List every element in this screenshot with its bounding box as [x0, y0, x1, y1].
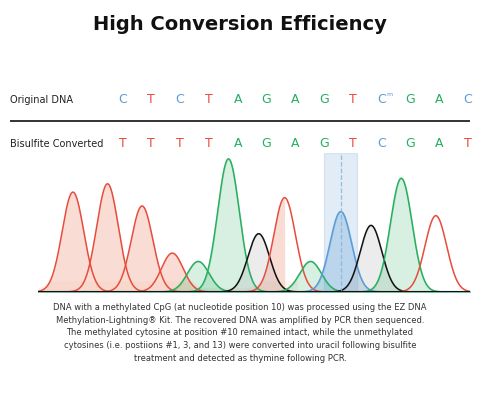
- Text: A: A: [435, 93, 444, 106]
- Text: A: A: [291, 137, 300, 150]
- Text: T: T: [205, 137, 213, 150]
- Text: C: C: [464, 93, 472, 106]
- Text: G: G: [319, 137, 329, 150]
- Bar: [324, 153, 357, 292]
- Text: G: G: [319, 93, 329, 106]
- Text: T: T: [205, 93, 213, 106]
- Text: G: G: [262, 93, 271, 106]
- Text: T: T: [147, 93, 155, 106]
- Text: m: m: [386, 92, 392, 97]
- Text: A: A: [435, 137, 444, 150]
- Text: T: T: [147, 137, 155, 150]
- Text: A: A: [233, 93, 242, 106]
- Text: A: A: [291, 93, 300, 106]
- Text: Bisulfite Converted: Bisulfite Converted: [10, 139, 103, 149]
- Text: T: T: [176, 137, 184, 150]
- Text: T: T: [349, 93, 357, 106]
- Text: G: G: [262, 137, 271, 150]
- Text: DNA with a methylated CpG (at nucleotide position 10) was processed using the EZ: DNA with a methylated CpG (at nucleotide…: [53, 303, 427, 363]
- Text: C: C: [118, 93, 127, 106]
- Text: C: C: [377, 137, 386, 150]
- Text: G: G: [406, 93, 415, 106]
- Text: A: A: [233, 137, 242, 150]
- Text: C: C: [176, 93, 184, 106]
- Text: High Conversion Efficiency: High Conversion Efficiency: [93, 15, 387, 34]
- Text: G: G: [406, 137, 415, 150]
- Text: T: T: [464, 137, 472, 150]
- Text: Original DNA: Original DNA: [10, 95, 72, 105]
- Text: T: T: [349, 137, 357, 150]
- Text: T: T: [119, 137, 126, 150]
- Text: C: C: [377, 93, 386, 106]
